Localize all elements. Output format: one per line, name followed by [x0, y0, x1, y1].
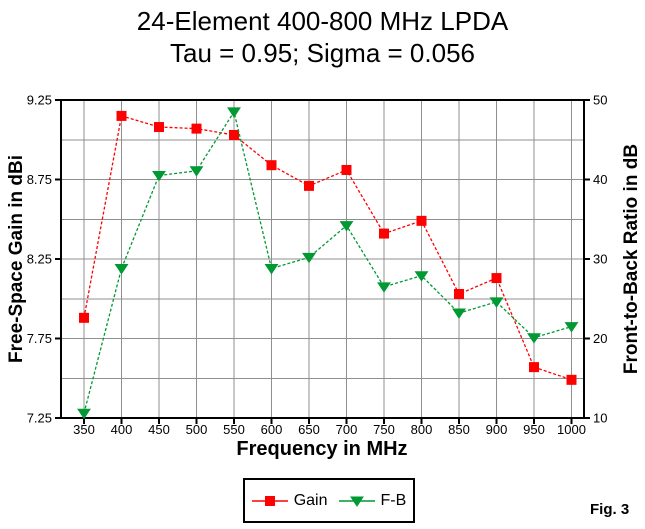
fb-marker: [114, 264, 129, 275]
fb-marker: [227, 107, 241, 118]
gain-marker: [379, 228, 389, 239]
gain-marker: [566, 374, 577, 385]
x-tick-label: 550: [223, 422, 245, 437]
gain-marker: [154, 122, 164, 133]
legend-swatch-square-icon: [251, 495, 288, 506]
gain-marker: [79, 312, 89, 323]
legend-marker-icon: [264, 495, 275, 506]
fb-marker: [77, 408, 91, 420]
legend-label: Gain: [293, 491, 328, 509]
x-axis-title: Frequency in MHz: [236, 438, 407, 460]
fb-marker: [377, 282, 391, 293]
x-tick-label: 450: [148, 422, 170, 437]
x-tick-label: 500: [186, 422, 208, 437]
x-tick-label: 900: [486, 422, 508, 437]
tick-layer: [55, 99, 590, 424]
fb-series-line: [83, 110, 572, 414]
x-tick-label: 750: [373, 422, 395, 437]
left-tick-label: 8.25: [27, 252, 52, 267]
x-tick-label: 650: [298, 422, 320, 437]
legend-marker-icon: [349, 496, 364, 507]
figure-label: Fig. 3: [590, 501, 630, 518]
gain-marker: [266, 160, 277, 171]
legend-swatch-triangle-down-icon: [338, 496, 375, 507]
x-tick-label: 850: [448, 422, 470, 437]
x-tick-label: 1000: [557, 422, 586, 437]
x-tick-label: 600: [261, 422, 283, 437]
legend: Gain F-B: [243, 478, 415, 523]
gain-marker: [491, 273, 502, 284]
right-tick-label: 30: [593, 252, 607, 267]
gain-marker: [454, 288, 464, 299]
fb-marker: [302, 252, 316, 264]
fb-marker: [452, 308, 466, 319]
x-tick-label: 700: [336, 422, 358, 437]
fb-marker: [152, 171, 166, 182]
gain-marker: [341, 164, 352, 175]
gain-marker: [229, 129, 239, 140]
gain-marker: [191, 123, 202, 134]
chart-subtitle: Tau = 0.95; Sigma = 0.056: [170, 38, 475, 68]
fb-marker: [264, 264, 279, 275]
left-tick-label: 8.75: [27, 172, 52, 187]
fb-marker: [564, 322, 579, 333]
x-tick-label: 400: [111, 422, 133, 437]
right-tick-label: 40: [593, 172, 607, 187]
right-tick-label: 50: [593, 93, 607, 108]
gain-marker: [416, 215, 427, 226]
left-tick-label: 7.25: [27, 411, 52, 426]
chart-title: 24-Element 400-800 MHz LPDA: [136, 6, 509, 36]
fb-marker: [414, 271, 429, 282]
fb-marker: [527, 333, 541, 344]
tick-label-layer: 9.25 8.75 8.25 7.75 7.25 50 40 30 20 10 350 400 450 5…: [27, 93, 608, 438]
x-tick-label: 800: [411, 422, 433, 437]
gain-marker: [529, 362, 539, 373]
left-axis-title: Free-Space Gain in dBi: [6, 155, 27, 363]
grid-layer: [61, 100, 584, 418]
series-layer: [77, 107, 579, 420]
legend-entry-fb: F-B: [338, 491, 407, 509]
fb-marker: [489, 297, 504, 308]
legend-label: F-B: [380, 491, 407, 509]
left-tick-label: 7.75: [27, 331, 52, 346]
gain-marker: [304, 180, 314, 191]
legend-entry-gain: Gain: [251, 491, 328, 509]
gain-marker: [116, 110, 127, 121]
fb-marker: [339, 221, 354, 232]
right-axis-title: Front-to-Back Ratio in dB: [621, 144, 642, 374]
fb-marker: [189, 166, 204, 177]
right-tick-label: 10: [593, 411, 607, 426]
gain-series-line: [83, 115, 572, 381]
right-tick-label: 20: [593, 331, 607, 346]
x-tick-label: 350: [73, 422, 95, 437]
left-tick-label: 9.25: [27, 93, 52, 108]
x-tick-label: 950: [523, 422, 545, 437]
